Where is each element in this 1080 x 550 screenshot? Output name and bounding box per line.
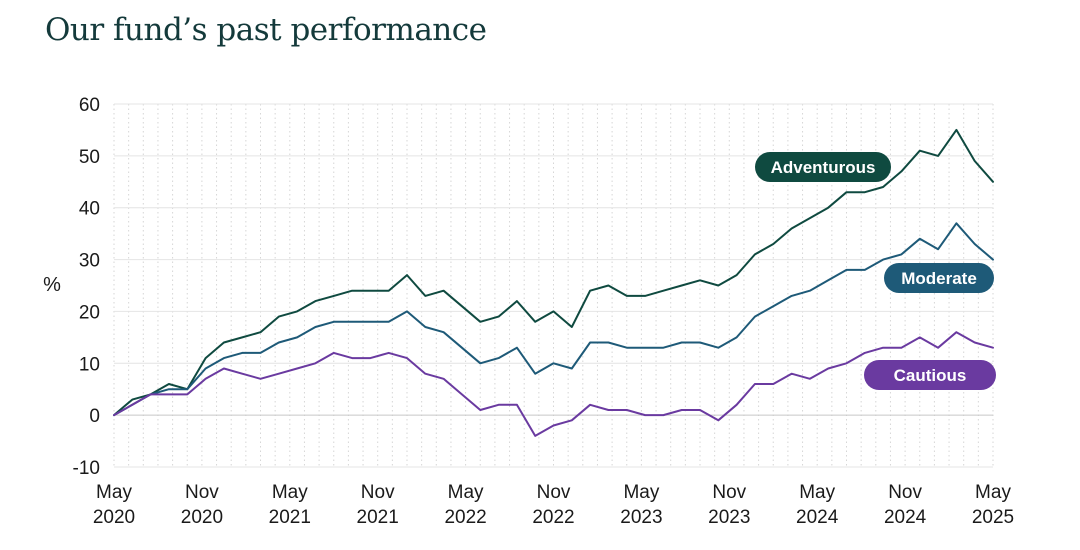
x-tick-label-year: 2020 [181, 507, 223, 528]
x-tick-label-month: Nov [361, 482, 395, 503]
series-label-text-moderate: Moderate [901, 269, 977, 288]
data-series [113, 128, 994, 437]
y-tick-label: 10 [79, 354, 100, 375]
y-axis-ticks: 60 50 40 30 20 10 0 -10 [73, 95, 100, 479]
x-tick-label-year: 2021 [357, 507, 399, 528]
x-tick-label-month: Nov [537, 482, 571, 503]
series-line-adventurous [113, 128, 994, 417]
x-tick-label-year: 2024 [796, 507, 839, 528]
series-label-pill-adventurous [755, 152, 891, 182]
series-line-cautious [113, 331, 994, 437]
page-title: Our fund’s past performance [45, 12, 487, 48]
x-tick-label-month: May [272, 482, 308, 503]
x-tick-label-year: 2022 [444, 507, 486, 528]
x-tick-label-year: 2024 [884, 507, 927, 528]
y-tick-label: 60 [79, 95, 100, 116]
x-tick-label-month: May [96, 482, 132, 503]
x-tick-label-year: 2023 [620, 507, 662, 528]
series-label-pill-moderate [884, 263, 994, 293]
y-tick-label: 0 [89, 406, 100, 427]
y-tick-label: -10 [73, 458, 100, 479]
series-labels: Adventurous Moderate Cautious [755, 152, 996, 390]
vertical-grid [113, 104, 994, 467]
x-tick-label-month: Nov [185, 482, 219, 503]
x-tick-label-year: 2023 [708, 507, 750, 528]
x-tick-label-month: May [799, 482, 835, 503]
x-tick-label-year: 2020 [93, 507, 135, 528]
series-label-pill-cautious [864, 360, 996, 390]
x-tick-label-month: May [448, 482, 484, 503]
series-label-text-cautious: Cautious [894, 366, 967, 385]
x-tick-label-month: Nov [712, 482, 746, 503]
y-axis-label: % [43, 274, 61, 296]
x-tick-label-month: May [623, 482, 659, 503]
series-line-moderate [113, 222, 994, 417]
x-tick-label-year: 2025 [972, 507, 1014, 528]
y-tick-label: 50 [79, 147, 100, 168]
x-tick-label-year: 2021 [269, 507, 311, 528]
y-tick-label: 40 [79, 199, 100, 220]
x-tick-label-year: 2022 [532, 507, 574, 528]
x-tick-label-month: May [975, 482, 1011, 503]
x-axis-ticks: May 2020 Nov 2020 May 2021 Nov 2021 May 2022 Nov 20… [93, 482, 1014, 528]
y-tick-label: 20 [79, 302, 100, 323]
x-tick-label-month: Nov [888, 482, 922, 503]
series-label-text-adventurous: Adventurous [771, 158, 876, 177]
y-tick-label: 30 [79, 251, 100, 272]
